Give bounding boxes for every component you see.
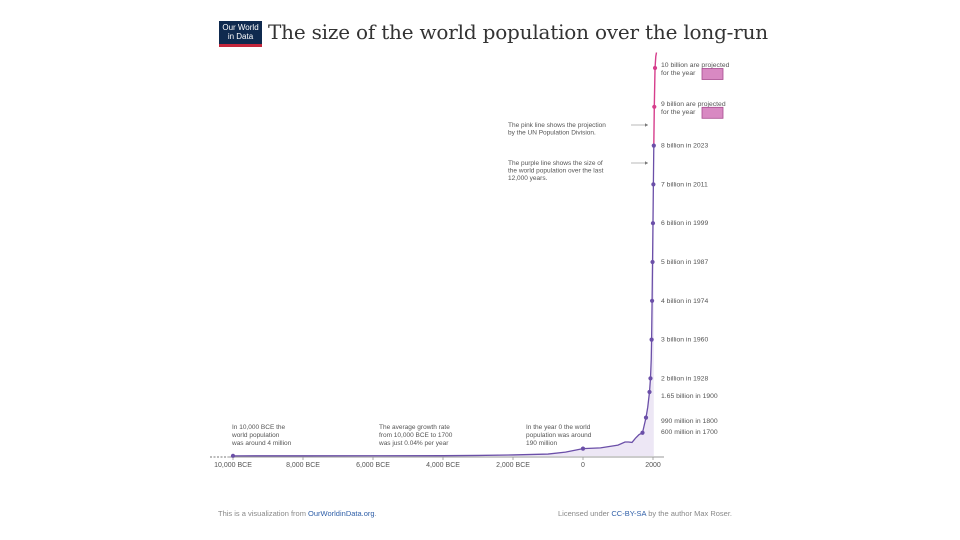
- milestone-point: [230, 453, 236, 458]
- license-link[interactable]: CC-BY-SA: [611, 509, 647, 518]
- legend-arrow-head: [645, 161, 648, 165]
- owid-link[interactable]: OurWorldinData.org: [308, 509, 375, 518]
- owid-logo: Our World in Data: [219, 21, 262, 47]
- milestone-point: [651, 143, 656, 148]
- value-label: 3 billion in 1960: [661, 337, 708, 344]
- value-label: 9 billion are projected: [661, 101, 726, 108]
- footer-source-suffix: .: [374, 509, 377, 518]
- milestone-point: [580, 446, 586, 451]
- footer-license: Licensed under CC-BY-SA by the author Ma…: [558, 509, 732, 518]
- chart-title: The size of the world population over th…: [268, 20, 768, 44]
- x-tick-label: 2000: [645, 462, 661, 469]
- legend-arrow-head: [645, 123, 648, 127]
- legend-note: The pink line shows the projection: [508, 122, 606, 129]
- logo-line-2: in Data: [227, 31, 254, 41]
- value-label: for the year: [661, 70, 696, 77]
- history-area: [233, 145, 654, 456]
- redacted-year-box: [701, 68, 724, 80]
- x-tick-label: 8,000 BCE: [286, 462, 320, 469]
- x-tick-label: 4,000 BCE: [426, 462, 460, 469]
- annotation-note: In 10,000 BCE the: [232, 424, 286, 431]
- milestone-point: [652, 104, 657, 109]
- milestone-point: [640, 430, 645, 435]
- annotation-note: was just 0.04% per year: [378, 440, 449, 447]
- redacted-year-box: [701, 106, 724, 119]
- annotation-note: The average growth rate: [379, 424, 450, 431]
- x-tick-label: 6,000 BCE: [356, 462, 390, 469]
- milestone-point: [647, 389, 652, 395]
- value-label: for the year: [661, 109, 696, 116]
- milestone-point: [652, 65, 658, 71]
- annotation-note: population was around: [526, 432, 592, 439]
- value-label: 8 billion in 2023: [661, 143, 708, 150]
- annotation-note: In the year 0 the world: [526, 424, 591, 431]
- value-label: 600 million in 1700: [661, 429, 718, 436]
- x-tick-label: 0: [581, 462, 585, 469]
- milestone-point: [650, 221, 656, 226]
- footer-license-suffix: by the author Max Roser.: [646, 509, 733, 518]
- value-label: 4 billion in 1974: [661, 298, 708, 305]
- legend-note: The purple line shows the size of: [508, 160, 603, 167]
- annotation-note: world population: [231, 432, 280, 439]
- legend-note: 12,000 years.: [508, 175, 548, 182]
- milestone-point: [650, 259, 655, 265]
- value-label: 10 billion are projected: [661, 62, 730, 69]
- footer-source: This is a visualization from OurWorldinD…: [218, 509, 377, 518]
- legend-note: by the UN Population Division.: [508, 130, 596, 137]
- legend-note: the world population over the last: [508, 168, 604, 175]
- logo-line-1: Our World: [222, 23, 259, 32]
- milestone-point: [648, 376, 653, 381]
- milestone-point: [643, 415, 649, 420]
- value-label: 5 billion in 1987: [661, 259, 708, 266]
- footer-source-prefix: This is a visualization from: [218, 509, 309, 518]
- value-label: 1.65 billion in 1900: [661, 393, 718, 400]
- x-tick-label: 10,000 BCE: [214, 462, 252, 469]
- annotation-note: 190 million: [526, 440, 557, 447]
- value-label: 990 million in 1800: [661, 418, 718, 425]
- annotation-note: was around 4 million: [231, 440, 292, 447]
- milestone-point: [649, 298, 655, 303]
- milestone-point: [649, 337, 654, 342]
- footer-license-prefix: Licensed under: [558, 509, 612, 518]
- value-label: 2 billion in 1928: [661, 375, 708, 382]
- value-label: 7 billion in 2011: [661, 181, 708, 188]
- milestone-point: [651, 182, 656, 187]
- x-tick-label: 2,000 BCE: [496, 462, 530, 469]
- annotation-note: from 10,000 BCE to 1700: [379, 432, 453, 439]
- value-label: 6 billion in 1999: [661, 220, 708, 227]
- history-line: [232, 145, 655, 457]
